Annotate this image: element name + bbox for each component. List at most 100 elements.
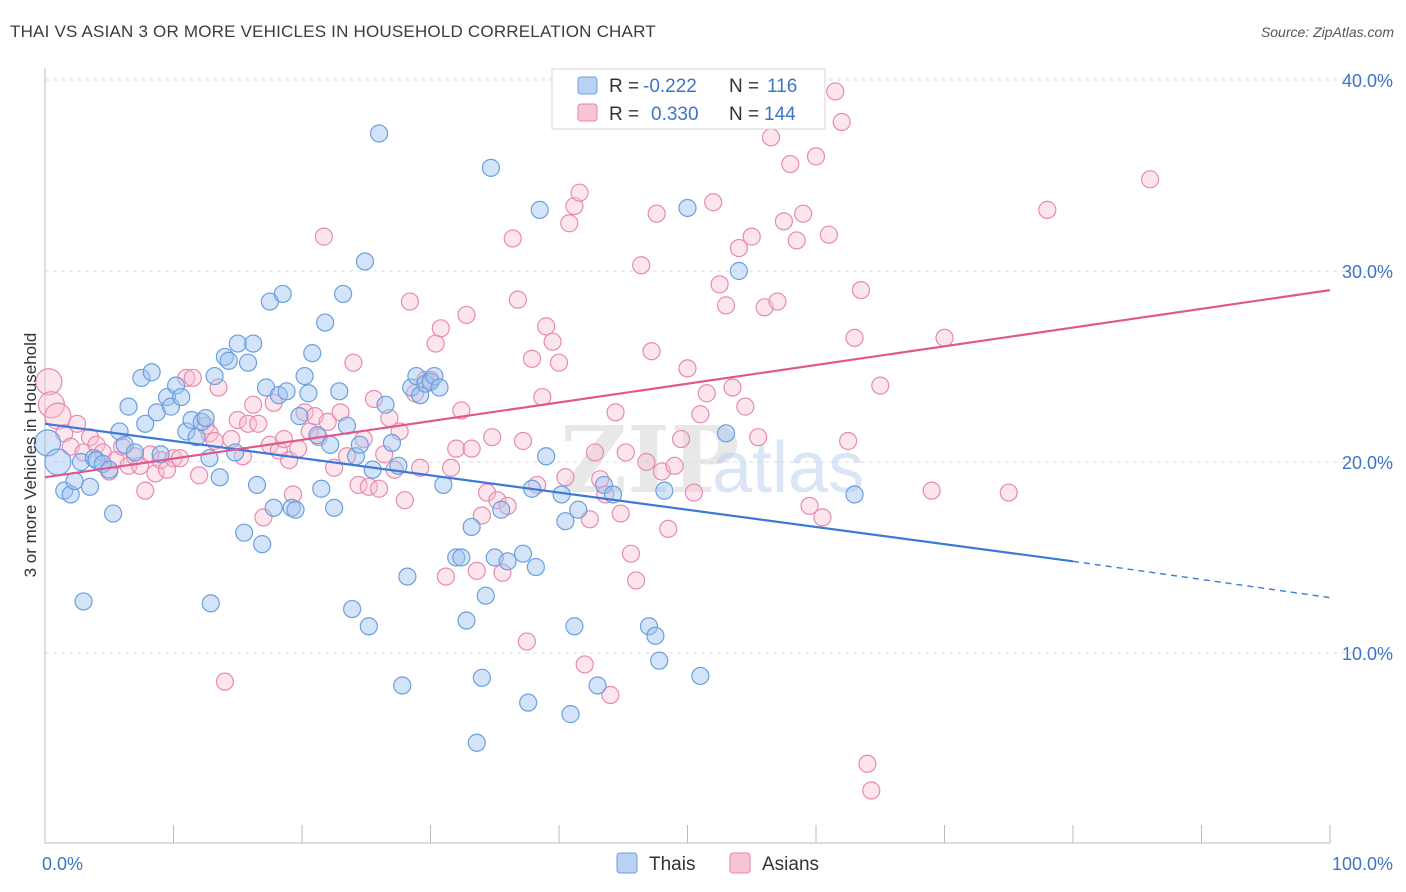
asians-point [999, 483, 1018, 502]
asians-point [606, 403, 625, 422]
asians-point [659, 519, 678, 538]
thais-point [716, 424, 736, 443]
thais-point [492, 500, 511, 519]
asians-point [244, 395, 263, 414]
asians-point [447, 439, 466, 458]
source-label: Source: ZipAtlas.com [1260, 24, 1394, 40]
thais-point [303, 344, 322, 363]
thais-point [151, 445, 170, 464]
asians-point [364, 389, 384, 409]
asians-point [136, 481, 155, 500]
asians-point [452, 401, 471, 420]
thais-point [166, 376, 186, 395]
thais-point [467, 733, 486, 752]
thais-point [201, 594, 220, 613]
asians-point [621, 544, 641, 563]
thais-point [299, 384, 318, 403]
asians-point [370, 479, 389, 498]
asians-point [483, 428, 502, 447]
asians-n-value: 144 [764, 104, 796, 125]
asians-point [503, 229, 522, 248]
thais-r-value: -0.222 [643, 76, 697, 97]
thais-trend-line [44, 422, 1074, 563]
thais-trend-extension [1072, 560, 1331, 599]
thais-point [729, 261, 749, 281]
asians-point [723, 378, 742, 397]
thais-point [481, 158, 500, 177]
thais-point [84, 449, 103, 468]
thais-point [363, 460, 382, 479]
thais-point [513, 544, 533, 563]
asians-point [749, 428, 768, 447]
asians-point [781, 154, 800, 174]
asians-point [395, 491, 414, 510]
asians-point [632, 256, 651, 275]
asians-point [616, 443, 635, 462]
asians-r-value: 0.330 [651, 104, 699, 125]
thais-point [238, 353, 258, 372]
asians-point [736, 397, 755, 416]
thais-point [196, 408, 215, 428]
asians-point [283, 485, 303, 504]
thais-point [639, 617, 659, 636]
thais-point [526, 557, 545, 577]
thais-point [80, 477, 100, 496]
asians-series-label: Asians [762, 854, 819, 875]
chart-title: THAI VS ASIAN 3 OR MORE VEHICLES IN HOUS… [10, 22, 656, 41]
thais-point [132, 368, 151, 388]
thais-point [44, 448, 72, 476]
asians-trend-line [44, 289, 1331, 479]
thais-point [136, 414, 155, 433]
thais-point [462, 517, 481, 537]
thais-point [452, 548, 471, 567]
thais-point [691, 666, 710, 686]
thais-point [330, 382, 349, 401]
asians-point [647, 204, 666, 223]
thais-point [273, 284, 292, 304]
asians-point [543, 332, 562, 351]
asians-point [716, 296, 736, 315]
thais-point [650, 651, 669, 670]
thais-point [74, 592, 93, 611]
asians-point [238, 414, 258, 433]
thais-point [110, 422, 129, 441]
asians-point [585, 443, 605, 462]
asians-point [457, 305, 476, 325]
thais-point [286, 500, 305, 519]
asians-point [845, 328, 864, 347]
asians-point [665, 456, 684, 475]
thais-point [845, 485, 864, 504]
asians-point [794, 204, 813, 223]
thais-point [370, 124, 389, 143]
tick-labels: 10.0% 20.0% 30.0% 40.0% 0.0% 100.0% [42, 71, 1393, 874]
asians-point [575, 655, 594, 674]
y-tick-label: 40.0% [1342, 71, 1393, 91]
thais-point [115, 435, 134, 454]
asians-point [549, 353, 569, 372]
thais-point [588, 676, 607, 695]
thais-point [425, 366, 444, 386]
thais-r-label: R = [609, 76, 639, 97]
thais-point [457, 611, 476, 630]
thais-legend-swatch [577, 76, 598, 95]
asians-series-swatch [729, 852, 751, 874]
asians-point [190, 466, 209, 485]
asians-point [289, 439, 308, 458]
asians-point [436, 567, 456, 586]
thais-point [537, 447, 556, 466]
thais-point [104, 504, 123, 523]
thais-point [210, 468, 229, 487]
thais-n-value: 116 [767, 76, 797, 97]
asians-point [697, 384, 716, 403]
asians-point [411, 458, 430, 477]
asians-point [80, 428, 100, 447]
thais-point [476, 586, 495, 605]
asians-point [318, 412, 337, 431]
thais-point [205, 366, 224, 386]
asians-point [462, 439, 481, 458]
watermark: ZIP atlas [560, 406, 864, 514]
asians-point [691, 405, 710, 424]
thais-point [290, 407, 309, 426]
asians-point [560, 214, 579, 233]
asians-point [768, 292, 787, 311]
